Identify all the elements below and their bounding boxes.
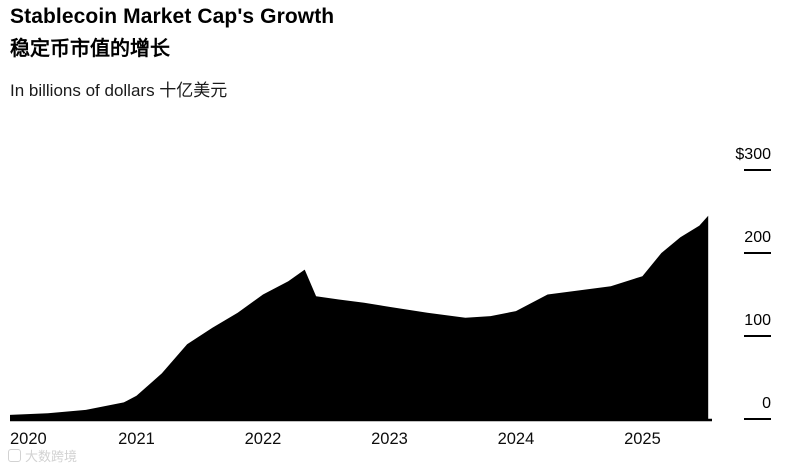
- watermark: 大数跨境: [8, 446, 77, 465]
- x-axis-tick-label: 2023: [371, 430, 408, 448]
- chart-title: Stablecoin Market Cap's Growth: [10, 5, 335, 28]
- watermark-logo-icon: [8, 449, 21, 462]
- chart-subtitle-zh: 稳定币市值的增长: [10, 38, 170, 61]
- x-axis-tick-label: 2020: [10, 430, 47, 448]
- chart-unit-label: In billions of dollars 十亿美元: [10, 81, 228, 101]
- chart-header: Stablecoin Market Cap's Growth 稳定币市值的增长 …: [10, 4, 334, 101]
- y-axis-tick-label: 0: [762, 395, 771, 412]
- y-axis-tick-label: $300: [735, 146, 771, 163]
- x-axis-tick-label: 2025: [624, 430, 661, 448]
- x-axis-tick-label: 2024: [497, 430, 535, 448]
- y-axis-tick-label: 100: [744, 312, 771, 329]
- y-axis-tick-label: 200: [744, 229, 771, 246]
- x-axis-tick-label: 2022: [244, 430, 282, 448]
- watermark-text: 大数跨境: [25, 449, 78, 464]
- area-series: [10, 215, 709, 419]
- x-axis-tick-label: 2021: [118, 430, 155, 448]
